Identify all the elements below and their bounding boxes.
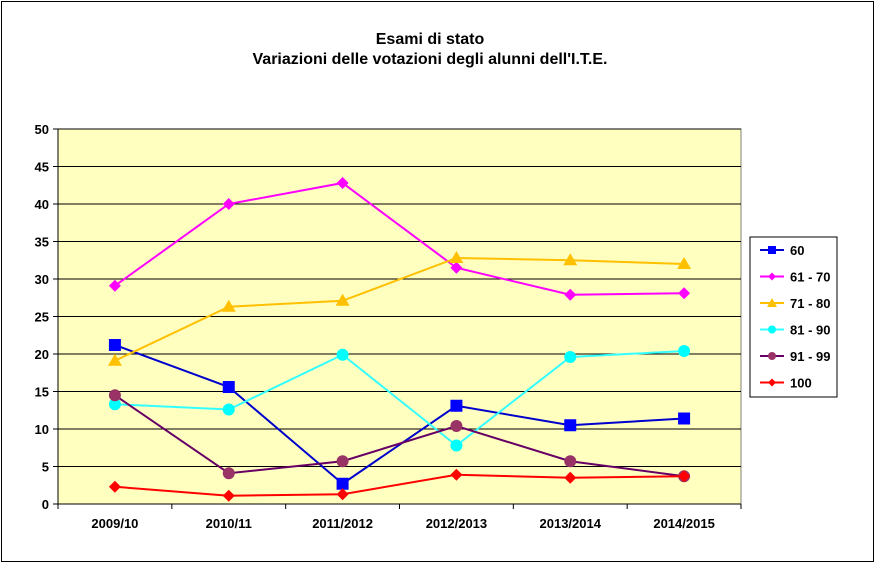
data-point <box>678 287 691 300</box>
data-point <box>450 420 463 432</box>
legend-marker <box>768 325 776 334</box>
data-point <box>449 251 464 263</box>
data-point <box>336 348 349 361</box>
chart-title: Esami di stato Variazioni delle votazion… <box>0 30 860 70</box>
y-tick-label: 40 <box>35 197 49 212</box>
x-tick-label: 2009/10 <box>91 516 138 531</box>
y-tick-label: 0 <box>42 497 49 512</box>
series-line-60 <box>114 344 685 486</box>
data-point <box>450 468 463 481</box>
data-point <box>336 177 349 189</box>
series-line-91-99 <box>114 394 685 478</box>
series-line-81-90 <box>114 350 685 447</box>
x-tick-label: 2014/2015 <box>653 516 714 531</box>
y-tick-label: 50 <box>35 122 49 137</box>
data-point <box>564 288 577 301</box>
x-tick-label: 2010/11 <box>206 516 252 531</box>
chart-title-line-2: Variazioni delle votazioni degli alunni … <box>252 51 608 68</box>
data-point <box>222 467 235 480</box>
data-point <box>222 198 235 210</box>
data-point <box>678 412 691 425</box>
data-point <box>108 339 121 351</box>
y-tick-label: 5 <box>42 460 49 475</box>
series-line-61-70 <box>114 181 685 296</box>
data-point <box>335 293 350 306</box>
data-point <box>222 403 235 416</box>
legend-label: 61 - 70 <box>790 270 830 285</box>
series-line-100 <box>114 473 685 497</box>
data-point <box>678 470 691 483</box>
legend-label: 91 - 99 <box>790 349 830 364</box>
legend-marker <box>768 352 776 360</box>
data-point <box>564 455 577 468</box>
legend-marker <box>768 272 776 281</box>
legend-label: 81 - 90 <box>790 323 830 338</box>
legend-label: 60 <box>790 243 804 258</box>
data-point <box>336 455 349 468</box>
y-tick-label: 20 <box>35 347 49 362</box>
y-tick-label: 15 <box>35 385 49 400</box>
data-point <box>221 299 236 312</box>
x-tick-label: 2013/2014 <box>540 516 602 531</box>
series-line-71-80 <box>114 256 685 362</box>
data-point <box>677 257 692 269</box>
legend-label: 71 - 80 <box>790 296 830 311</box>
legend <box>749 236 838 398</box>
legend-label: 100 <box>790 376 812 391</box>
y-tick-label: 35 <box>35 235 49 250</box>
data-point <box>108 480 121 493</box>
y-tick-label: 30 <box>35 272 49 287</box>
data-point <box>108 398 121 411</box>
data-point <box>222 489 235 502</box>
x-tick-label: 2012/2013 <box>426 516 487 531</box>
legend-marker <box>768 378 776 387</box>
data-point <box>108 279 121 292</box>
data-point <box>108 389 121 402</box>
data-point <box>450 439 463 452</box>
data-point <box>564 351 577 363</box>
legend-marker <box>767 298 777 307</box>
data-point <box>222 381 235 393</box>
data-point <box>336 477 349 490</box>
y-tick-label: 10 <box>35 422 49 437</box>
legend-marker <box>768 246 776 254</box>
data-point <box>564 419 577 432</box>
data-point <box>336 488 349 501</box>
y-tick-label: 45 <box>35 160 49 175</box>
y-tick-label: 25 <box>35 310 49 325</box>
data-point <box>450 261 463 274</box>
chart-title-line-1: Esami di stato <box>375 31 485 48</box>
data-point <box>450 399 463 412</box>
data-point <box>107 353 122 366</box>
data-point <box>563 253 578 266</box>
data-point <box>678 345 691 357</box>
data-point <box>564 471 577 484</box>
x-tick-label: 2011/2012 <box>312 516 373 531</box>
